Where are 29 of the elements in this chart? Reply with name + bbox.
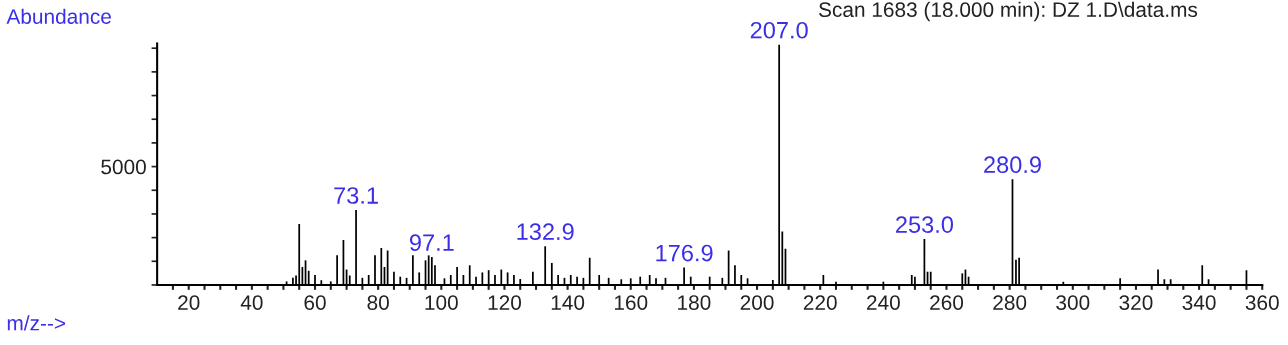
x-tick-label: 100 bbox=[425, 295, 458, 310]
x-tick-label: 20 bbox=[178, 295, 200, 310]
x-tick-label: 360 bbox=[1245, 295, 1279, 310]
x-tick-label: 120 bbox=[488, 295, 522, 310]
x-tick-label: 60 bbox=[304, 295, 326, 310]
x-tick-label: 300 bbox=[1056, 295, 1090, 310]
chart-title: Scan 1683 (18.000 min): DZ 1.D\data.ms bbox=[819, 1, 1198, 22]
annotation: 132.9 bbox=[517, 223, 574, 241]
annotation: 207.0 bbox=[750, 21, 808, 39]
x-tick-label: 160 bbox=[614, 295, 648, 310]
annotation: 97.1 bbox=[409, 234, 454, 251]
x-tick-label: 280 bbox=[993, 295, 1027, 310]
x-tick-label: 340 bbox=[1182, 295, 1216, 310]
x-tick-label: 200 bbox=[740, 295, 774, 310]
x-tick-label: 240 bbox=[867, 295, 900, 310]
x-tick-label: 320 bbox=[1119, 295, 1153, 310]
annotation: 280.9 bbox=[984, 156, 1041, 174]
y-tick-label: 5000 bbox=[101, 159, 146, 175]
x-tick-label: 140 bbox=[551, 295, 585, 310]
annotation: 73.1 bbox=[334, 187, 378, 204]
y-axis-title: Abundance bbox=[6, 8, 111, 24]
x-tick-label: 80 bbox=[367, 295, 389, 310]
annotation: 253.0 bbox=[896, 216, 954, 233]
x-tick-label: 180 bbox=[678, 295, 711, 310]
x-axis-title: m/z--> bbox=[7, 315, 66, 331]
x-tick-label: 260 bbox=[930, 295, 964, 310]
annotation: 176.9 bbox=[656, 244, 713, 262]
x-tick-label: 220 bbox=[803, 295, 837, 310]
x-tick-label: 40 bbox=[240, 295, 263, 310]
